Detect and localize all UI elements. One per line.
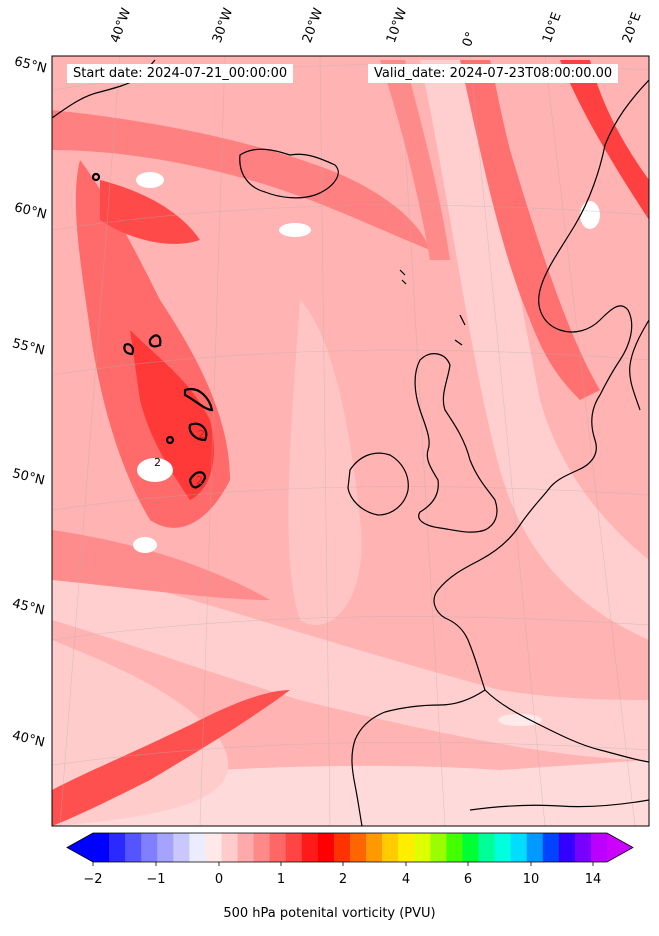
colorbar-swatch [173, 833, 190, 862]
colorbar-tick: 1 [276, 872, 286, 887]
colorbar-swatch [157, 833, 174, 862]
pv-contours [91, 172, 214, 489]
colorbar-swatch [366, 833, 383, 862]
pv-field [52, 56, 649, 826]
pv-white-spot [580, 201, 600, 229]
colorbar-swatch [430, 833, 447, 862]
colorbar-swatch [93, 833, 110, 862]
pv-streak [52, 530, 270, 600]
pv-streak [52, 110, 430, 250]
colorbar-swatch [414, 833, 431, 862]
colorbar-swatch [141, 833, 158, 862]
colorbar-tick: −1 [146, 872, 166, 887]
pv-white-spot [133, 537, 157, 553]
colorbar-swatch [269, 833, 287, 862]
colorbar-swatch [558, 833, 576, 862]
colorbar-swatch [189, 833, 206, 862]
colorbar-tick: 2 [338, 872, 348, 887]
colorbar-tick: 10 [522, 872, 540, 887]
pv-streak [460, 60, 600, 400]
colorbar-label: 500 hPa potenital vorticity (PVU) [223, 906, 436, 921]
colorbar-swatch [253, 833, 271, 862]
coastlines [52, 59, 649, 826]
colorbar-swatch [221, 833, 239, 862]
colorbar-swatch [494, 833, 512, 862]
pv-white-spot [136, 172, 164, 188]
map-frame [51, 55, 650, 827]
colorbar-swatch [205, 833, 222, 862]
pv-light-band [52, 560, 649, 760]
colorbar-over-arrow [607, 833, 633, 862]
colorbar-swatch [333, 833, 351, 862]
colorbar-tick: 6 [463, 872, 473, 887]
colorbar-swatch [125, 833, 142, 862]
colorbar-swatch [398, 833, 415, 862]
colorbar-swatch [462, 833, 479, 862]
start-date-label: Start date: 2024-07-21_00:00:00 [67, 64, 294, 83]
pv-streak-dark [52, 690, 290, 826]
pv-white-spot [279, 223, 311, 237]
colorbar-under-arrow [67, 833, 93, 862]
contour-label: 2 [198, 428, 205, 441]
colorbar-swatch [350, 833, 367, 862]
colorbar-swatch [109, 833, 126, 862]
pv-light-band [420, 60, 649, 640]
colorbar-swatch [446, 833, 463, 862]
colorbar-swatch [526, 833, 544, 862]
graticule [52, 56, 649, 826]
colorbar-swatch [237, 833, 255, 862]
colorbar-tick: 4 [401, 872, 411, 887]
colorbar-swatch [574, 833, 592, 862]
colorbar-tick: −2 [83, 872, 103, 887]
colorbar-swatch [590, 833, 608, 862]
pv-white-spot [137, 458, 173, 482]
valid-date-label: Valid_date: 2024-07-23T08:00:00.00 [368, 64, 619, 83]
pv-streak-dark [130, 330, 214, 500]
colorbar-swatch [285, 833, 303, 862]
colorbar-swatch [542, 833, 560, 862]
colorbar [66, 832, 634, 866]
colorbar-swatch [478, 833, 496, 862]
colorbar-swatch [317, 833, 335, 862]
colorbar-tick: 14 [584, 872, 602, 887]
pv-streak [380, 60, 450, 260]
pv-streak-dark [100, 180, 200, 244]
pv-streak-dark [560, 60, 649, 220]
contour-label: 2 [154, 456, 161, 469]
colorbar-tick: 0 [214, 872, 224, 887]
colorbar-swatch [382, 833, 399, 862]
contour-label: 2 [196, 474, 203, 487]
pv-white-spot [498, 714, 542, 726]
colorbar-swatch [510, 833, 528, 862]
colorbar-swatch [301, 833, 319, 862]
